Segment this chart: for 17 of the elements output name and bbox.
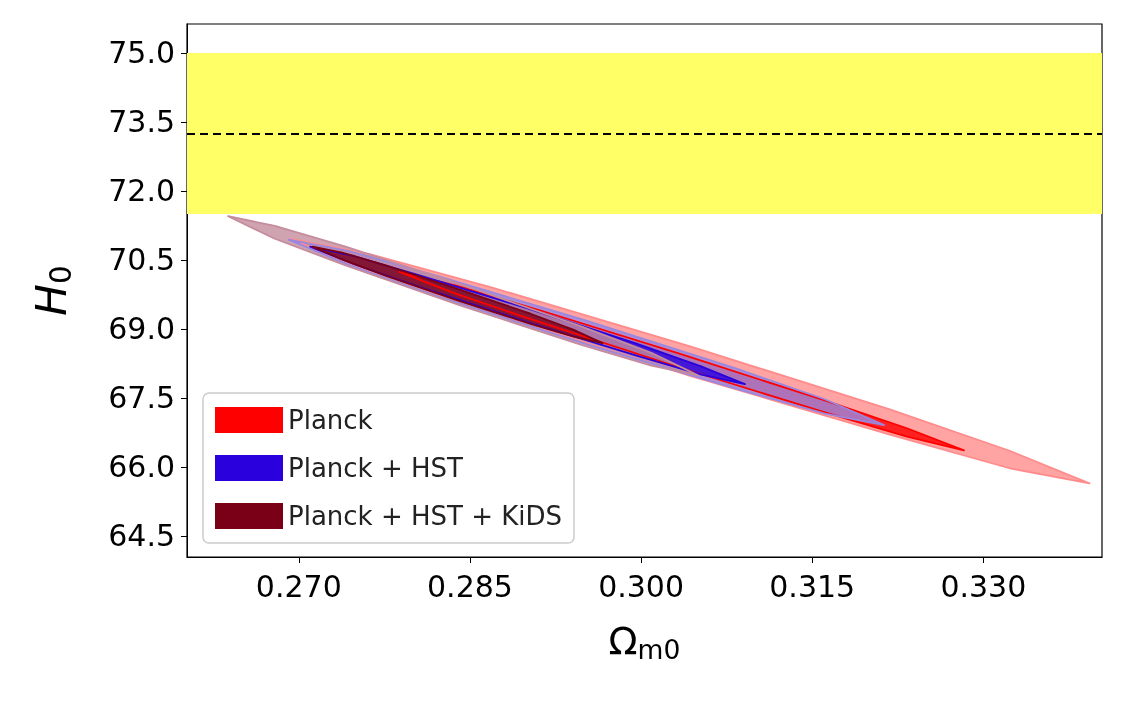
legend-label: Planck + HST xyxy=(288,453,464,483)
y-tick-label: 70.5 xyxy=(108,242,175,278)
y-axis-title: H0 xyxy=(26,265,78,316)
y-tick-label: 66.0 xyxy=(108,449,175,485)
legend-label: Planck + HST + KiDS xyxy=(288,501,563,531)
x-tick-label: 0.330 xyxy=(940,568,1027,604)
y-tick-label: 69.0 xyxy=(108,311,175,347)
y-tick-label: 67.5 xyxy=(108,380,175,416)
y-tick-label: 75.0 xyxy=(108,35,175,71)
legend-label: Planck xyxy=(288,405,373,435)
x-tick-label: 0.285 xyxy=(427,568,513,604)
x-tick-label: 0.315 xyxy=(769,568,856,604)
y-tick-label: 72.0 xyxy=(108,173,175,209)
y-tick-label: 73.5 xyxy=(108,104,175,140)
x-tick-label: 0.300 xyxy=(598,568,685,604)
y-tick-label: 64.5 xyxy=(108,518,175,554)
x-tick-label: 0.270 xyxy=(255,568,342,604)
